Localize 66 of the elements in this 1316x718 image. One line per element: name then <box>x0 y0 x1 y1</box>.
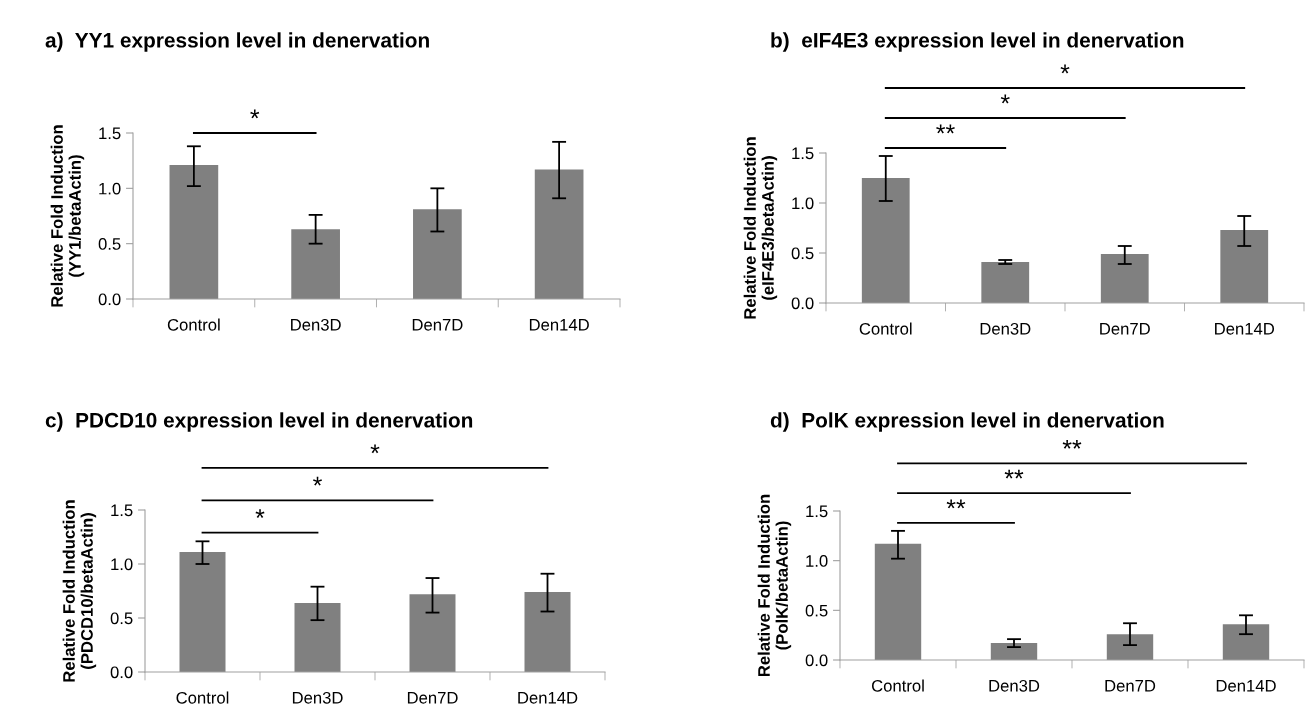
y-tick-label: 1.0 <box>792 197 814 210</box>
y-axis-title: Relative Fold Induction (YY1/betaActin) <box>50 125 85 307</box>
x-tick-label: Den7D <box>412 319 463 331</box>
bar <box>874 543 922 660</box>
chart-title: c) PDCD10 expression level in denervation <box>45 412 473 432</box>
y-tick-label: 0.0 <box>110 666 133 679</box>
bar <box>1100 254 1149 303</box>
bar <box>524 592 571 672</box>
y-tick-label: 1.5 <box>111 504 133 517</box>
chart-title: b) eIF4E3 expression level in denervation <box>771 32 1184 52</box>
text: ** <box>936 124 955 134</box>
y-axis-title: Relative Fold Induction (PolK/betaActin) <box>757 494 792 677</box>
x-tick-label: Den7D <box>1105 680 1156 692</box>
bar <box>294 602 341 672</box>
x-tick-label: Den14D <box>518 692 578 704</box>
bar <box>1220 230 1269 303</box>
y-tick-label: 0.0 <box>791 297 814 310</box>
text: * <box>1060 64 1070 74</box>
x-tick-label: Den7D <box>407 692 458 704</box>
annotation: * <box>255 509 265 518</box>
chart-title: a) YY1 expression level in denervation <box>45 32 429 52</box>
text: * <box>370 444 380 454</box>
x-tick-label: Den3D <box>980 322 1031 335</box>
bar <box>413 209 462 299</box>
x-tick-label: Control <box>871 679 924 692</box>
y-tick-label: 1.0 <box>111 558 133 571</box>
text: ** <box>1062 439 1082 449</box>
x-tick-label: Den14D <box>1215 323 1275 335</box>
bar <box>179 552 226 672</box>
y-tick-label: 0.0 <box>98 293 121 306</box>
y-tick-label: 0.5 <box>805 604 828 617</box>
text: * <box>1000 94 1010 104</box>
y-tick-label: 0.0 <box>805 654 828 667</box>
x-tick-label: Den3D <box>291 318 341 331</box>
text: * <box>313 476 322 486</box>
x-tick-label: Den7D <box>1100 323 1150 335</box>
y-tick-label: 1.5 <box>99 127 121 140</box>
bar <box>291 229 340 299</box>
y-axis-title: Relative Fold Induction (PDCD10/betaActin) <box>62 500 97 682</box>
x-tick-label: Control <box>859 322 912 335</box>
bar <box>1106 634 1154 660</box>
y-axis-title: Relative Fold Induction (eIF4E3/betaActin) <box>743 137 778 319</box>
bar <box>861 178 910 303</box>
bar <box>981 262 1030 303</box>
text: ** <box>1004 469 1024 479</box>
bar <box>1222 624 1270 660</box>
bar <box>409 594 456 672</box>
text: * <box>250 109 260 119</box>
x-tick-label: Den14D <box>1216 680 1276 692</box>
x-tick-label: Den14D <box>529 319 589 331</box>
bar <box>534 169 584 299</box>
y-tick-label: 1.5 <box>792 147 814 160</box>
y-tick-label: 0.5 <box>98 238 121 250</box>
x-tick-label: Control <box>167 318 220 331</box>
y-tick-label: 1.0 <box>806 555 828 567</box>
y-tick-label: 1.5 <box>806 505 828 518</box>
x-tick-label: Control <box>176 691 229 704</box>
x-tick-label: Den3D <box>292 691 343 704</box>
y-tick-label: 0.5 <box>110 612 133 625</box>
x-tick-label: Den3D <box>989 679 1040 692</box>
bar <box>990 643 1038 660</box>
bar <box>169 165 219 299</box>
text: ** <box>946 499 966 509</box>
chart-title: d) PolK expression level in denervation <box>770 412 1164 432</box>
y-tick-label: 0.5 <box>791 247 814 260</box>
y-tick-label: 1.0 <box>99 182 121 195</box>
